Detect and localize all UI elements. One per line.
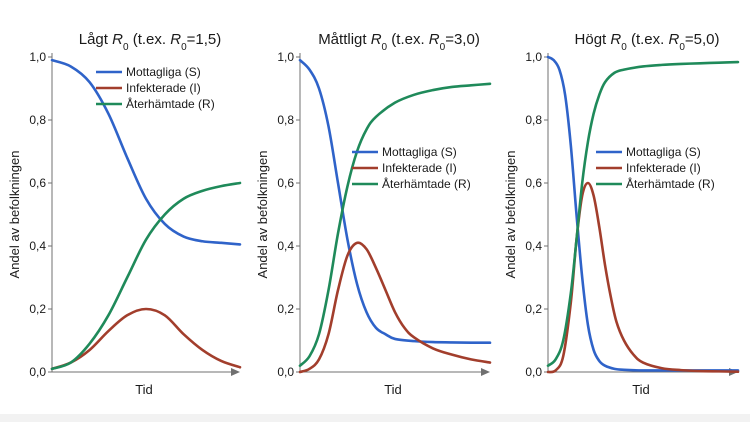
legend-label-recovered: Återhämtade (R) <box>382 176 471 191</box>
y-tick-label: 0,2 <box>29 302 46 316</box>
chart-title-part: 0 <box>181 42 187 53</box>
x-axis-label: Tid <box>632 382 650 397</box>
y-axis-label: Andel av befolkningen <box>7 151 22 279</box>
y-tick-label: 0,8 <box>277 113 294 127</box>
x-axis-label: Tid <box>384 382 402 397</box>
legend-label-susceptible: Mottagliga (S) <box>126 65 201 79</box>
y-tick-label: 0,4 <box>525 239 542 253</box>
legend-label-infected: Infekterade (I) <box>626 161 701 175</box>
y-tick-label: 0,8 <box>525 113 542 127</box>
y-tick-label: 0,2 <box>525 302 542 316</box>
chart-panel-2: Måttligt R0 (t.ex. R0=3,0)0,00,20,40,60,… <box>255 31 492 397</box>
chart-title-part: Lågt <box>79 31 112 48</box>
legend-label-susceptible: Mottagliga (S) <box>382 145 457 159</box>
chart-panel-3: Högt R0 (t.ex. R0=5,0)0,00,20,40,60,81,0… <box>503 31 740 397</box>
chart-title-part: R <box>170 31 181 48</box>
chart-title-part: R <box>429 31 440 48</box>
series-line-infected <box>50 307 242 371</box>
chart-title-part: 0 <box>679 42 685 53</box>
chart-title: Lågt R0 (t.ex. R0=1,5) <box>79 31 221 53</box>
chart-title-part: =3,0) <box>445 31 480 48</box>
chart-title-part: 0 <box>621 42 627 53</box>
chart-title-part: 0 <box>382 42 388 53</box>
chart-title-part: R <box>371 31 382 48</box>
y-tick-label: 0,0 <box>29 365 46 379</box>
y-tick-label: 0,0 <box>277 365 294 379</box>
chart-panel-1: Lågt R0 (t.ex. R0=1,5)0,00,20,40,60,81,0… <box>7 31 242 397</box>
y-tick-label: 0,6 <box>277 176 294 190</box>
y-tick-label: 1,0 <box>277 50 294 64</box>
legend-label-recovered: Återhämtade (R) <box>626 176 715 191</box>
x-axis-arrow <box>481 368 490 376</box>
chart-title-part: (t.ex. <box>627 31 669 48</box>
chart-title-part: Högt <box>575 31 611 48</box>
y-axis-label: Andel av befolkningen <box>503 151 518 279</box>
series-line-susceptible <box>298 58 492 345</box>
legend-label-infected: Infekterade (I) <box>126 81 201 95</box>
y-tick-label: 0,4 <box>29 239 46 253</box>
y-tick-label: 1,0 <box>29 50 46 64</box>
y-tick-label: 0,6 <box>525 176 542 190</box>
chart-title-part: R <box>668 31 679 48</box>
chart-title-part: =1,5) <box>187 31 222 48</box>
y-tick-label: 0,2 <box>277 302 294 316</box>
chart-title-part: R <box>610 31 621 48</box>
legend-label-recovered: Återhämtade (R) <box>126 96 215 111</box>
chart-title-part: 0 <box>123 42 129 53</box>
x-axis-arrow <box>231 368 240 376</box>
y-tick-label: 0,8 <box>29 113 46 127</box>
y-tick-label: 1,0 <box>525 50 542 64</box>
chart-title: Högt R0 (t.ex. R0=5,0) <box>575 31 720 53</box>
chart-title-part: R <box>112 31 123 48</box>
legend-label-infected: Infekterade (I) <box>382 161 457 175</box>
chart-title-part: (t.ex. <box>387 31 429 48</box>
series-line-recovered <box>546 60 740 367</box>
y-tick-label: 0,6 <box>29 176 46 190</box>
series-line-susceptible <box>50 58 242 246</box>
chart-title: Måttligt R0 (t.ex. R0=3,0) <box>318 31 480 53</box>
series-line-recovered <box>50 181 242 371</box>
series-line-infected <box>298 241 492 374</box>
chart-title-part: Måttligt <box>318 31 371 48</box>
chart-title-part: =5,0) <box>685 31 720 48</box>
legend-label-susceptible: Mottagliga (S) <box>626 145 701 159</box>
y-axis-label: Andel av befolkningen <box>255 151 270 279</box>
y-tick-label: 0,4 <box>277 239 294 253</box>
x-axis-label: Tid <box>135 382 153 397</box>
series-line-susceptible <box>546 55 740 372</box>
y-tick-label: 0,0 <box>525 365 542 379</box>
chart-title-part: (t.ex. <box>129 31 171 48</box>
series-line-recovered <box>298 82 492 367</box>
chart-title-part: 0 <box>440 42 446 53</box>
